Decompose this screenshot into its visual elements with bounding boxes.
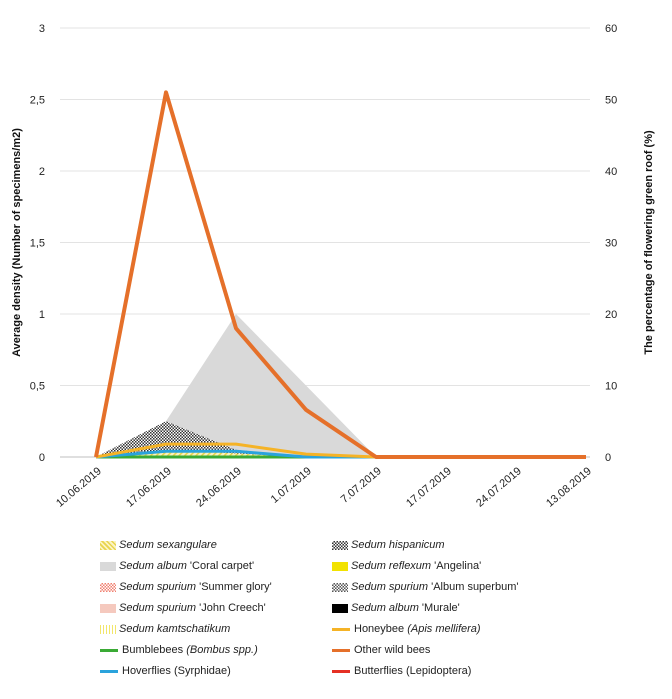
legend-item: Sedum spurium 'Album superbum' <box>332 580 580 594</box>
x-tick-label: 7.07.2019 <box>339 465 384 506</box>
x-tick-label: 24.07.2019 <box>474 465 524 510</box>
legend-swatch <box>100 582 116 592</box>
legend-label: Hoverflies (Syrphidae) <box>122 665 231 677</box>
x-tick-label: 10.06.2019 <box>54 465 104 510</box>
legend-swatch <box>332 627 350 631</box>
legend-label-italic: Sedum reflexum <box>351 560 432 572</box>
legend-item: Honeybee (Apis mellifera) <box>332 622 580 636</box>
legend-label-italic: (Apis mellifera) <box>407 623 481 635</box>
legend-swatch <box>332 603 348 613</box>
legend-item: Sedum album 'Coral carpet' <box>100 559 332 573</box>
legend-label-italic: Sedum hispanicum <box>351 539 445 551</box>
legend-item: Hoverflies (Syrphidae) <box>100 664 332 678</box>
area-series <box>96 421 586 457</box>
legend-label-italic: Sedum spurium <box>119 581 197 593</box>
legend-swatch <box>332 669 350 673</box>
y2-tick-label: 60 <box>605 23 617 35</box>
legend-swatch <box>100 624 116 634</box>
legend-swatch <box>332 582 348 592</box>
legend-label-italic: Sedum album <box>351 602 419 614</box>
legend-label: Honeybee <box>354 623 408 635</box>
legend-label: Bumblebees <box>122 644 187 656</box>
y-tick-label: 0 <box>39 452 45 464</box>
x-tick-label: 13.08.2019 <box>544 465 594 510</box>
line-series-group <box>94 90 586 459</box>
y2-tick-label: 30 <box>605 238 617 250</box>
y2-tick-label: 40 <box>605 166 617 178</box>
legend-swatch <box>332 561 348 571</box>
y2-axis-title: The percentage of flowering green roof (… <box>643 130 655 355</box>
legend-item: Sedum album 'Murale' <box>332 601 580 615</box>
x-tick-label: 17.06.2019 <box>124 465 174 510</box>
y-tick-label: 1 <box>39 309 45 321</box>
legend-item: Sedum spurium 'John Creech' <box>100 601 332 615</box>
legend-item: Sedum sexangulare <box>100 538 332 552</box>
legend-label: 'Murale' <box>418 602 460 614</box>
legend-label-italic: Sedum sexangulare <box>119 539 217 551</box>
y-axis-title: Average density (Number of specimens/m2) <box>11 128 23 357</box>
legend-label: 'Angelina' <box>431 560 482 572</box>
line-series <box>94 90 586 459</box>
legend-swatch <box>100 648 118 652</box>
legend-label-italic: Sedum spurium <box>351 581 429 593</box>
grid <box>60 27 590 458</box>
legend-label: Other wild bees <box>354 644 431 656</box>
y-tick-label: 3 <box>39 23 45 35</box>
area-series <box>96 314 586 457</box>
y-tick-label: 1,5 <box>30 238 45 250</box>
x-tick-label: 1.07.2019 <box>269 465 314 506</box>
legend-label: 'Album superbum' <box>428 581 519 593</box>
y2-tick-label: 0 <box>605 452 611 464</box>
area-series-group <box>96 314 586 457</box>
legend-item: Butterflies (Lepidoptera) <box>332 664 580 678</box>
legend-label-italic: (Bombus spp.) <box>186 644 258 656</box>
legend-item: Sedum hispanicum <box>332 538 580 552</box>
y2-tick-label: 10 <box>605 381 617 393</box>
legend: Sedum sexangulare Sedum hispanicum Sedum a… <box>100 538 580 678</box>
legend-label: 'Coral carpet' <box>186 560 255 572</box>
legend-swatch <box>100 540 116 550</box>
legend-label-italic: Sedum album <box>119 560 187 572</box>
y-tick-label: 0,5 <box>30 381 45 393</box>
x-tick-label: 24.06.2019 <box>194 465 244 510</box>
legend-label: 'Summer glory' <box>196 581 272 593</box>
y2-tick-label: 20 <box>605 309 617 321</box>
legend-item: Sedum reflexum 'Angelina' <box>332 559 580 573</box>
legend-label-italic: Sedum spurium <box>119 602 197 614</box>
y-tick-label: 2 <box>39 166 45 178</box>
legend-swatch <box>100 669 118 673</box>
legend-item: Sedum spurium 'Summer glory' <box>100 580 332 594</box>
y2-tick-label: 50 <box>605 95 617 107</box>
legend-item: Other wild bees <box>332 643 580 657</box>
legend-swatch <box>100 603 116 613</box>
legend-item: Bumblebees (Bombus spp.) <box>100 643 332 657</box>
area-series <box>96 449 586 457</box>
legend-swatch <box>332 648 350 652</box>
legend-swatch <box>100 561 116 571</box>
y-tick-label: 2,5 <box>30 95 45 107</box>
legend-label-italic: Sedum kamtschatikum <box>119 623 231 635</box>
legend-label: Butterflies (Lepidoptera) <box>354 665 472 677</box>
legend-swatch <box>332 540 348 550</box>
legend-item: Sedum kamtschatikum <box>100 622 332 636</box>
x-tick-label: 17.07.2019 <box>404 465 454 510</box>
legend-label: 'John Creech' <box>196 602 266 614</box>
